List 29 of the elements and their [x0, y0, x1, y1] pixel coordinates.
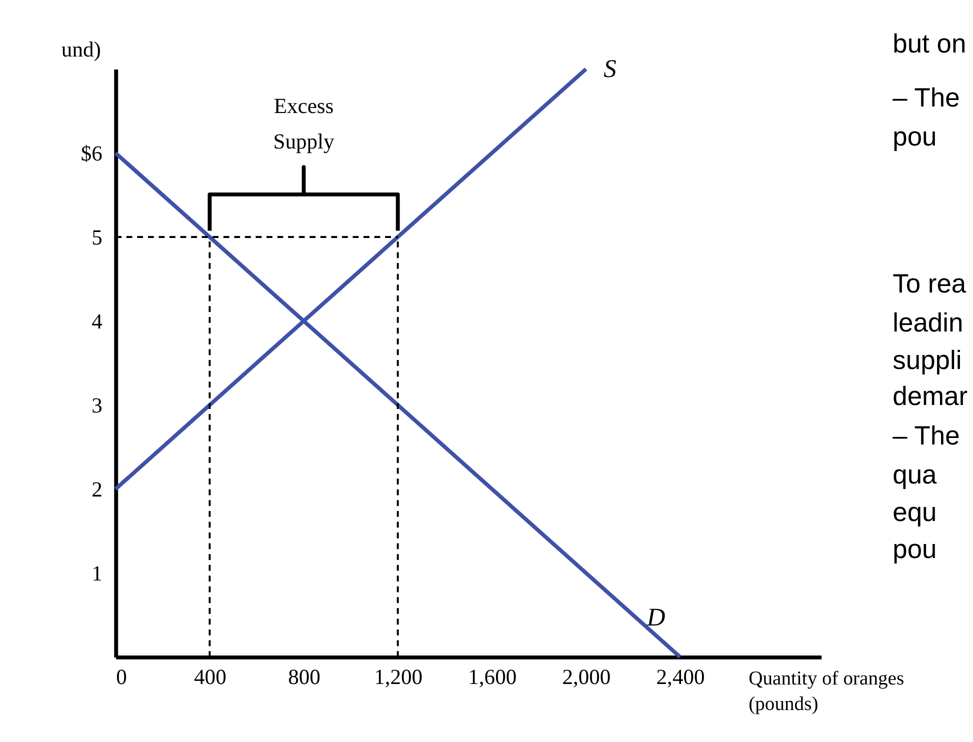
y-tick-label: 5	[92, 225, 102, 250]
x-tick-label: 2,400	[656, 664, 705, 689]
text: leadin	[892, 308, 964, 338]
text: equ	[892, 496, 937, 527]
y-tick-label: 1	[92, 561, 102, 586]
y-tick-label: 3	[92, 393, 102, 418]
x-tick-label: 800	[288, 664, 320, 689]
x-axis-title: Quantity of oranges (pounds)	[748, 668, 904, 715]
x-tick-label: 1,600	[468, 664, 517, 689]
text: qua	[892, 460, 938, 490]
y-axis-title: und)	[61, 37, 101, 62]
y-tick-label: $6	[80, 141, 103, 166]
series-label: S	[604, 54, 617, 83]
text: pou	[892, 534, 937, 564]
text: but on	[892, 28, 966, 58]
x-tick-label: 0	[116, 664, 127, 689]
text: pou	[892, 121, 937, 152]
text: suppli	[892, 344, 962, 375]
x-tick-label: 400	[194, 664, 226, 689]
text: – The	[892, 420, 960, 450]
text: – The	[892, 82, 960, 112]
x-tick-label: 2,000	[562, 664, 611, 689]
annotation: Excess Supply	[273, 94, 335, 154]
text: To rea	[892, 268, 966, 298]
series-label: D	[646, 602, 666, 632]
y-tick-label: 2	[92, 477, 102, 502]
x-tick-label: 1,200	[374, 664, 423, 689]
y-tick-label: 4	[92, 309, 103, 334]
text: demar	[892, 381, 968, 412]
